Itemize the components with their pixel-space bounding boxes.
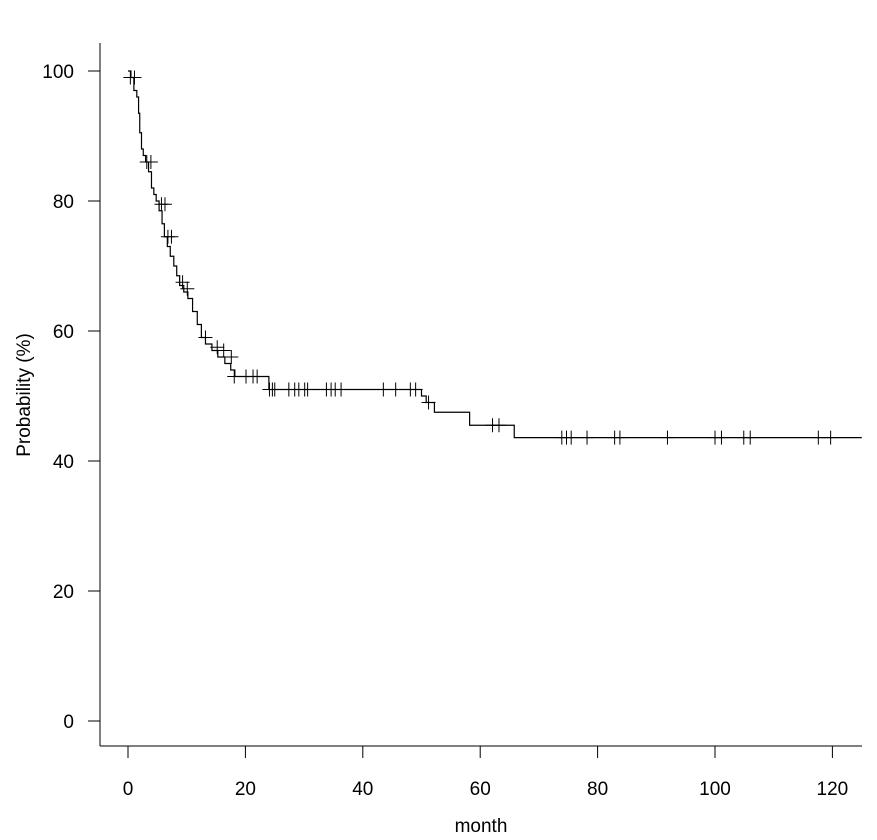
censor-mark	[334, 382, 349, 397]
censor-mark	[491, 418, 506, 433]
censor-mark	[198, 330, 213, 345]
censor-mark	[267, 382, 282, 397]
x-tick-label: 80	[587, 779, 608, 800]
y-tick-label: 100	[42, 62, 74, 83]
censor-mark	[421, 395, 436, 410]
x-tick-label: 40	[352, 779, 373, 800]
censor-mark	[164, 229, 179, 244]
y-axis-label: Probability (%)	[14, 333, 35, 457]
y-tick-label: 40	[53, 452, 74, 473]
censor-mark	[300, 382, 315, 397]
axes: 0 20 40 60 80 100 0 20 40 60 80 100 120	[42, 43, 862, 800]
censor-mark	[157, 197, 172, 212]
censor-mark	[811, 430, 826, 445]
censor-mark	[714, 430, 729, 445]
x-tick-label: 0	[123, 779, 134, 800]
x-tick-label: 20	[235, 779, 256, 800]
censor-mark	[180, 281, 195, 296]
y-tick-label: 0	[63, 712, 74, 733]
censor-mark	[408, 382, 423, 397]
censor-mark	[376, 382, 391, 397]
x-axis-label: month	[455, 816, 508, 837]
y-tick-label: 60	[53, 322, 74, 343]
censor-mark	[580, 430, 595, 445]
censor-mark	[823, 430, 838, 445]
censor-mark	[216, 343, 231, 358]
censor-mark	[388, 382, 403, 397]
survival-curve-layer	[128, 70, 862, 439]
censor-mark	[660, 430, 675, 445]
x-tick-label: 100	[699, 779, 731, 800]
censor-mark	[127, 70, 142, 85]
y-tick-label: 80	[53, 192, 74, 213]
censor-mark	[612, 430, 627, 445]
censor-mark	[210, 340, 225, 355]
censor-mark	[564, 430, 579, 445]
x-tick-label: 60	[470, 779, 491, 800]
survival-curve	[128, 70, 862, 439]
y-tick-label: 20	[53, 582, 74, 603]
censor-mark	[743, 430, 758, 445]
censor-mark	[143, 155, 158, 169]
censor-mark	[227, 369, 242, 384]
x-tick-label: 120	[817, 779, 849, 800]
censor-mark	[224, 350, 239, 364]
censor-marks-layer	[123, 70, 838, 445]
censor-mark	[250, 369, 265, 384]
